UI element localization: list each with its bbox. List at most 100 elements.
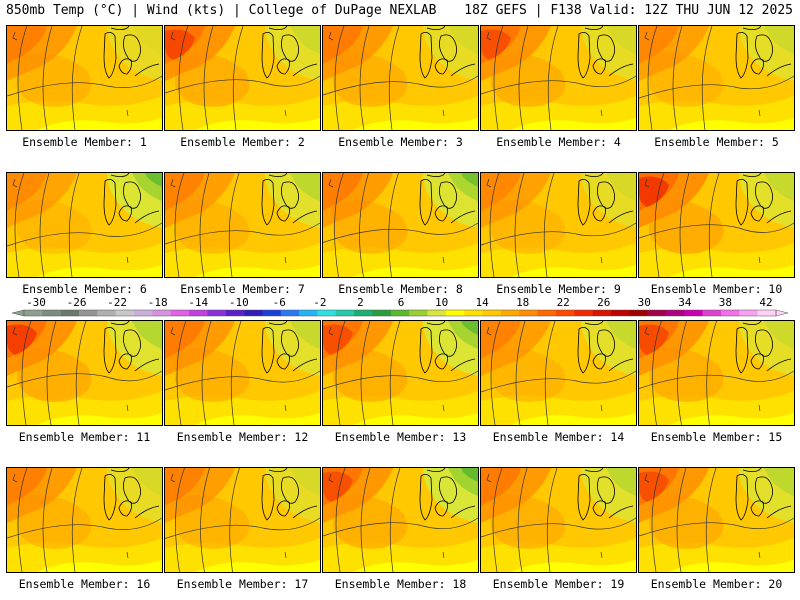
colorbar-segment <box>684 310 703 316</box>
colorbar-tick-label: 22 <box>557 296 570 309</box>
ensemble-map-panel-4 <box>480 25 637 131</box>
colorbar-segment <box>97 310 117 316</box>
colorbar-segment <box>702 310 722 316</box>
ensemble-map-panel-9 <box>480 172 637 278</box>
colorbar-segment <box>720 310 740 316</box>
colorbar-segment <box>335 310 355 316</box>
colorbar-segment <box>610 310 630 316</box>
ensemble-member-label: Ensemble Member: 17 <box>176 577 309 591</box>
colorbar-tick-label: 10 <box>435 296 448 309</box>
ensemble-member-label: Ensemble Member: 2 <box>180 135 305 149</box>
header-left-title: 850mb Temp (°C) | Wind (kts) | College o… <box>6 3 437 18</box>
colorbar-tick-label: 30 <box>638 296 651 309</box>
colorbar-segment <box>739 310 758 316</box>
colorbar-tick-label: 38 <box>719 296 732 309</box>
ensemble-member-label: Ensemble Member: 7 <box>180 282 305 296</box>
ensemble-member-label: Ensemble Member: 16 <box>18 577 151 591</box>
colorbar-tick-label: 14 <box>475 296 489 309</box>
ensemble-member-label: Ensemble Member: 8 <box>338 282 463 296</box>
colorbar-segment <box>519 310 538 316</box>
ensemble-map-panel-2 <box>164 25 321 131</box>
colorbar-tick-label: -10 <box>229 296 249 309</box>
colorbar-tick-label: -2 <box>313 296 326 309</box>
colorbar-tick-label: -22 <box>107 296 127 309</box>
colorbar-segment <box>60 310 80 316</box>
ensemble-member-label: Ensemble Member: 13 <box>334 430 467 444</box>
ensemble-map-panel-14 <box>480 320 637 426</box>
ensemble-member-label: Ensemble Member: 9 <box>496 282 621 296</box>
header-right-title: 18Z GEFS | F138 Valid: 12Z THU JUN 12 20… <box>464 3 793 18</box>
colorbar-segment <box>427 310 447 316</box>
ensemble-member-label: Ensemble Member: 10 <box>650 282 783 296</box>
colorbar-tick-label: -26 <box>67 296 87 309</box>
ensemble-member-label: Ensemble Member: 20 <box>650 577 783 591</box>
ensemble-member-label: Ensemble Member: 11 <box>18 430 151 444</box>
colorbar-segment <box>537 310 557 316</box>
colorbar-segment <box>299 310 318 316</box>
colorbar-segment <box>629 310 648 316</box>
colorbar-tick-label: 2 <box>357 296 364 309</box>
colorbar-tick-label: 6 <box>398 296 405 309</box>
ensemble-member-label: Ensemble Member: 5 <box>654 135 779 149</box>
ensemble-map-panel-15 <box>638 320 795 426</box>
ensemble-member-label: Ensemble Member: 19 <box>492 577 625 591</box>
colorbar-segment <box>244 310 263 316</box>
colorbar-segment <box>445 310 465 316</box>
colorbar-segment <box>115 310 135 316</box>
colorbar-segment <box>390 310 410 316</box>
ensemble-member-label: Ensemble Member: 6 <box>22 282 147 296</box>
colorbar-segment <box>574 310 593 316</box>
colorbar-segment <box>555 310 575 316</box>
colorbar-segment <box>757 310 777 316</box>
ensemble-map-panel-12 <box>164 320 321 426</box>
colorbar-segment <box>464 310 483 316</box>
ensemble-map-panel-8 <box>322 172 479 278</box>
colorbar-segment <box>152 310 172 316</box>
ensemble-map-panel-18 <box>322 467 479 573</box>
ensemble-member-label: Ensemble Member: 15 <box>650 430 783 444</box>
colorbar-segment <box>225 310 245 316</box>
colorbar-left-arrow <box>11 309 25 317</box>
colorbar-tick-label: -6 <box>273 296 286 309</box>
ensemble-member-label: Ensemble Member: 12 <box>176 430 309 444</box>
colorbar-segment <box>409 310 428 316</box>
ensemble-map-panel-7 <box>164 172 321 278</box>
colorbar-segment <box>134 310 153 316</box>
colorbar-segment <box>24 310 43 316</box>
colorbar-segment <box>500 310 520 316</box>
ensemble-member-label: Ensemble Member: 4 <box>496 135 621 149</box>
colorbar-segment <box>189 310 208 316</box>
ensemble-map-panel-13 <box>322 320 479 426</box>
ensemble-member-label: Ensemble Member: 14 <box>492 430 625 444</box>
ensemble-map-panel-16 <box>6 467 163 573</box>
ensemble-member-label: Ensemble Member: 18 <box>334 577 467 591</box>
ensemble-member-label: Ensemble Member: 3 <box>338 135 463 149</box>
ensemble-map-panel-1 <box>6 25 163 131</box>
colorbar-segment <box>79 310 98 316</box>
ensemble-member-label: Ensemble Member: 1 <box>22 135 147 149</box>
colorbar-segment <box>207 310 227 316</box>
colorbar-segment <box>372 310 392 316</box>
ensemble-map-panel-5 <box>638 25 795 131</box>
ensemble-map-panel-20 <box>638 467 795 573</box>
colorbar-tick-label: 34 <box>678 296 692 309</box>
ensemble-map-panel-11 <box>6 320 163 426</box>
colorbar-segment <box>482 310 502 316</box>
colorbar-segment <box>665 310 685 316</box>
colorbar-tick-label: 42 <box>759 296 772 309</box>
ensemble-map-panel-3 <box>322 25 479 131</box>
colorbar-segment <box>354 310 373 316</box>
colorbar-tick-label: -30 <box>26 296 46 309</box>
colorbar-segment <box>262 310 282 316</box>
colorbar-tick-label: 18 <box>516 296 529 309</box>
colorbar-tick-label: -14 <box>188 296 208 309</box>
colorbar-right-arrow <box>775 309 789 317</box>
ensemble-map-panel-10 <box>638 172 795 278</box>
colorbar-segment <box>592 310 612 316</box>
colorbar-segment <box>280 310 300 316</box>
ensemble-map-panel-17 <box>164 467 321 573</box>
colorbar-segment <box>647 310 667 316</box>
colorbar-tick-label: -18 <box>148 296 168 309</box>
colorbar-segment <box>42 310 61 316</box>
colorbar-segment <box>170 310 190 316</box>
